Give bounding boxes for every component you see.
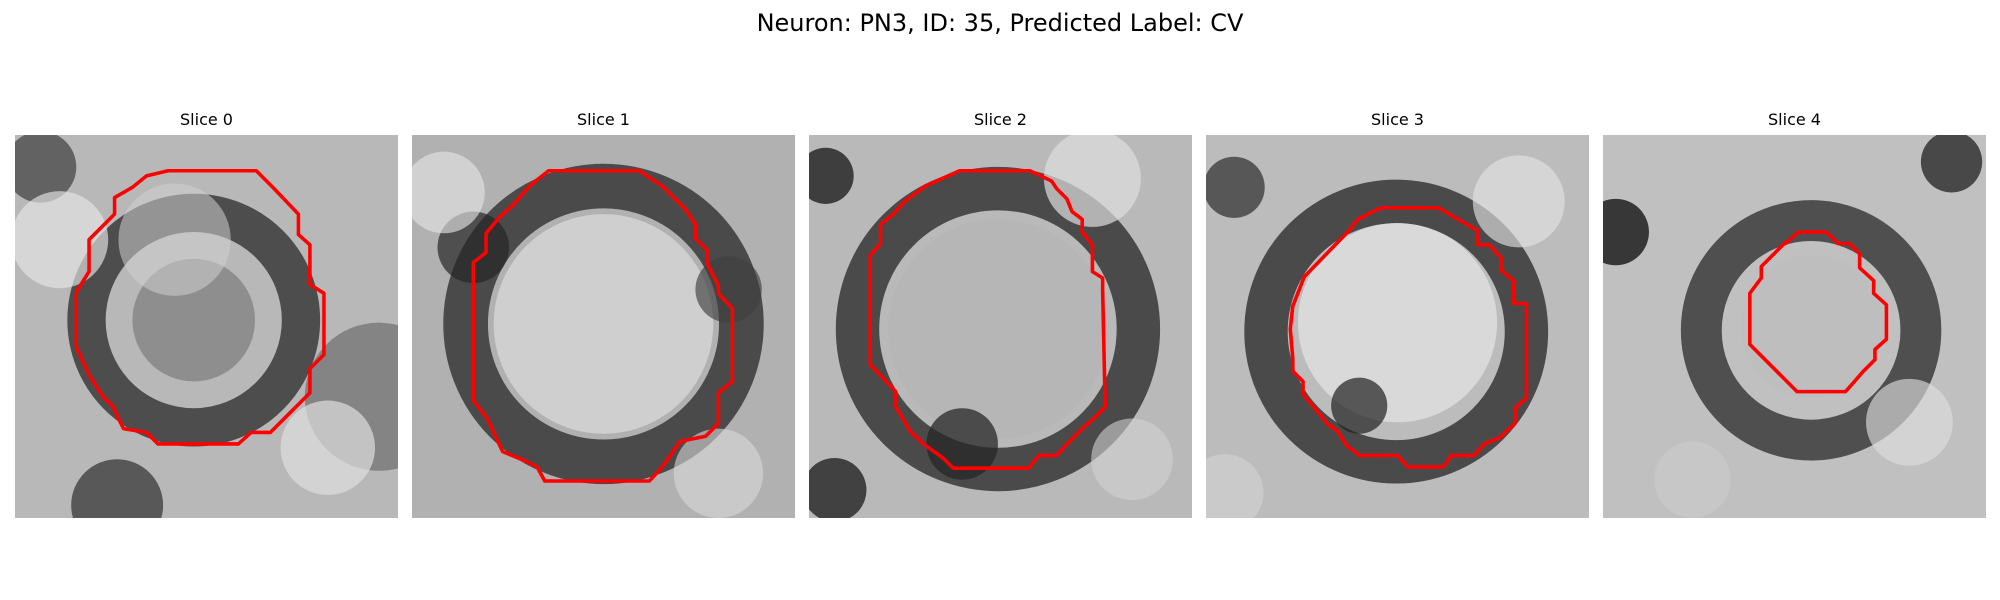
slice-1-light-spot-2 [673, 428, 764, 518]
slice-4-light-spot-1 [1865, 378, 1953, 466]
slice-4-dark-spot-1 [1603, 198, 1649, 266]
slice-title-4: Slice 4 [1768, 110, 1821, 129]
slice-4-light-spot-2 [1654, 441, 1731, 518]
slice-3-light-spot-2 [1206, 454, 1264, 518]
slice-4-dark-spot-2 [1920, 135, 1983, 193]
slice-0-outer-glow [118, 183, 231, 296]
slice-panel-1: Slice 1 [412, 104, 795, 518]
slice-panel-3: Slice 3 [1206, 104, 1589, 518]
slice-2-dark-spot-2 [926, 408, 998, 480]
slice-2-dark-spot-3 [809, 458, 867, 518]
slice-3-light-spot-1 [1472, 155, 1565, 248]
slice-image-3 [1206, 135, 1589, 518]
slice-2-dark-spot-1 [809, 147, 854, 204]
slice-image-4 [1603, 135, 1986, 518]
slice-0-light-spot-1 [15, 191, 109, 289]
slice-title-0: Slice 0 [180, 110, 233, 129]
slice-0-dark-spot-2 [71, 459, 164, 518]
slice-1-light-spot-1 [412, 151, 485, 234]
slice-panel-2: Slice 2 [809, 104, 1192, 518]
slice-2-inner [888, 219, 1108, 439]
slice-1-dark-spot-2 [695, 256, 762, 323]
slice-4-inner [1740, 255, 1884, 398]
slice-4-ring [1680, 200, 1942, 461]
figure-title: Neuron: PN3, ID: 35, Predicted Label: CV [756, 9, 1244, 37]
slice-0-contour [74, 168, 326, 446]
slice-1-ring [443, 163, 764, 485]
slice-0-light-spot-2 [280, 400, 376, 496]
slice-3-inner [1297, 223, 1498, 423]
slice-image-1 [412, 135, 795, 518]
slice-3-dark-spot-2 [1331, 377, 1388, 434]
slice-panel-0: Slice 0 [15, 104, 398, 518]
slice-panels: Slice 0 Slice 1 [15, 104, 1986, 518]
slice-3-dark-spot-1 [1206, 156, 1265, 218]
slice-1-inner [493, 214, 714, 434]
slice-4-contour [1748, 230, 1889, 394]
slice-panel-4: Slice 4 [1603, 104, 1986, 518]
slice-image-2 [809, 135, 1192, 518]
slice-title-3: Slice 3 [1371, 110, 1424, 129]
slice-image-0 [15, 135, 398, 518]
slice-2-light-spot-2 [1091, 418, 1173, 501]
slice-0-dark-spot-1 [15, 135, 77, 203]
slice-2-contour [868, 168, 1107, 470]
slice-title-2: Slice 2 [974, 110, 1027, 129]
slice-3-contour [1288, 205, 1529, 469]
slice-title-1: Slice 1 [577, 110, 630, 129]
slice-1-contour [471, 168, 735, 483]
